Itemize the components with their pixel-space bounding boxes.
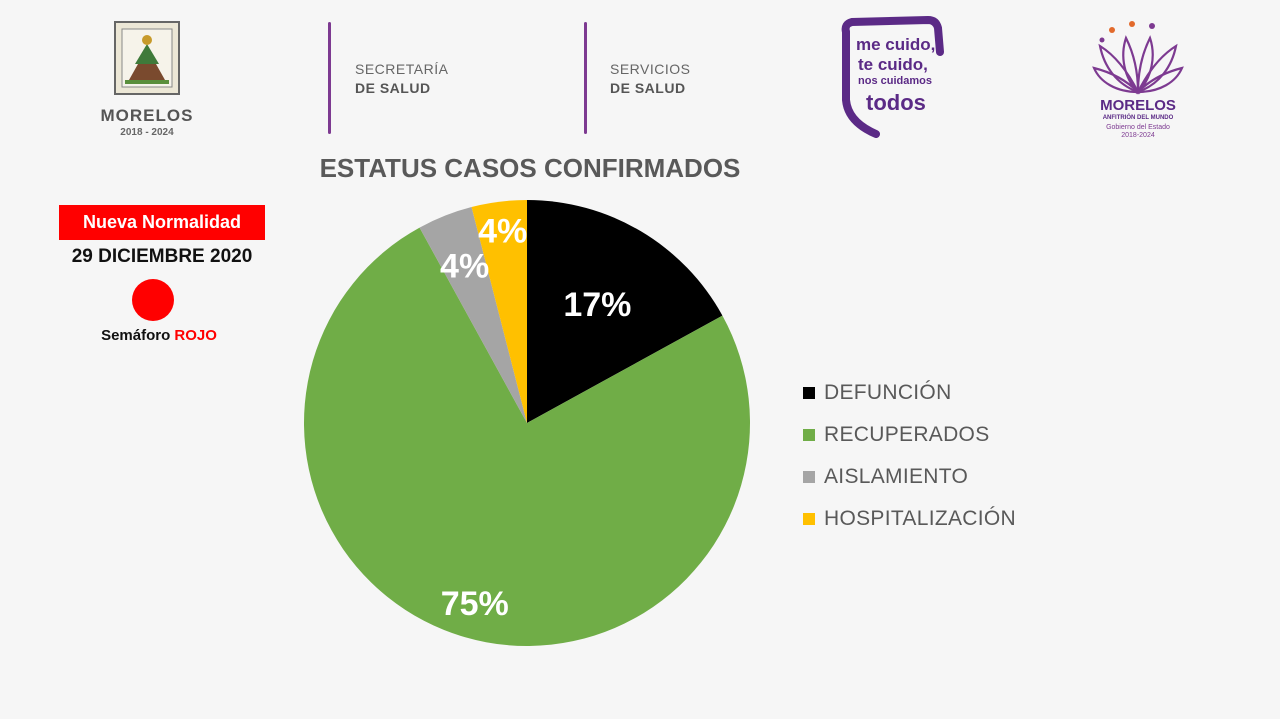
- traffic-light-status: ROJO: [174, 327, 217, 344]
- legend-swatch: [803, 429, 815, 441]
- pie-chart: 17% 75% 4%4%: [304, 200, 750, 646]
- pie-data-label-hospitalizacion: 4%: [478, 213, 527, 251]
- gov-logo-sub1: Gobierno del Estado: [1106, 124, 1170, 131]
- campaign-line3: nos cuidamos: [858, 75, 932, 87]
- legend-label: RECUPERADOS: [824, 423, 990, 446]
- header-divider: [584, 22, 587, 134]
- morelos-seal-icon: [114, 21, 180, 95]
- campaign-line4: todos: [866, 90, 926, 115]
- morelos-state-logo: MORELOS 2018 - 2024: [92, 18, 202, 138]
- gov-logo-tagline: ANFITRIÓN DEL MUNDO: [1103, 113, 1174, 121]
- traffic-light-prefix: Semáforo: [101, 327, 175, 344]
- dept1-line2: DE SALUD: [355, 80, 431, 96]
- traffic-light-red-icon: [132, 279, 174, 321]
- report-date: 29 DICIEMBRE 2020: [71, 246, 253, 267]
- legend-item-defuncion: DEFUNCIÓN: [803, 372, 1016, 414]
- dept1-line1: SECRETARÍA: [355, 61, 449, 77]
- campaign-line1: me cuido,: [856, 35, 935, 54]
- dept2-line1: SERVICIOS: [610, 61, 691, 77]
- header-divider: [328, 22, 331, 134]
- legend-label: DEFUNCIÓN: [824, 381, 952, 404]
- legend-label: AISLAMIENTO: [824, 465, 969, 488]
- gov-logo-name: MORELOS: [1100, 97, 1176, 114]
- traffic-light-label: Semáforo ROJO: [40, 327, 278, 344]
- state-logo-name: MORELOS: [100, 106, 194, 125]
- pie-data-label-aislamiento: 4%: [440, 247, 489, 285]
- legend-item-aislamiento: AISLAMIENTO: [803, 456, 1016, 498]
- legend-swatch: [803, 471, 815, 483]
- legend-swatch: [803, 513, 815, 525]
- legend-item-hospitalizacion: HOSPITALIZACIÓN: [803, 498, 1016, 540]
- legend-label: HOSPITALIZACIÓN: [824, 507, 1016, 530]
- morelos-gobierno-logo: MORELOS ANFITRIÓN DEL MUNDO Gobierno del…: [1092, 21, 1184, 139]
- state-logo-years: 2018 - 2024: [120, 127, 174, 138]
- nueva-normalidad-badge: Nueva Normalidad: [59, 205, 265, 240]
- pie-slice-defuncion: [527, 200, 723, 423]
- me-cuido-campaign-logo: me cuido, te cuido, nos cuidamos todos: [841, 16, 944, 138]
- pie-slice-aislamiento: [419, 207, 527, 423]
- pie-slice-recuperados: [304, 227, 750, 646]
- pie-data-label-recuperados: 75%: [441, 585, 509, 623]
- chart-legend: DEFUNCIÓN RECUPERADOS AISLAMIENTO HOSPITALI…: [803, 372, 1016, 540]
- pie-slice-hospitalizacion: [471, 200, 527, 423]
- secretaria-de-salud-logo: SECRETARÍA DE SALUD: [355, 60, 448, 98]
- servicios-de-salud-logo: SERVICIOS DE SALUD: [610, 60, 691, 98]
- gov-logo-sub2: 2018-2024: [1121, 132, 1155, 139]
- dept2-line2: DE SALUD: [610, 80, 686, 96]
- chart-title: ESTATUS CASOS CONFIRMADOS: [319, 153, 741, 183]
- pie-data-label-defuncion: 17%: [563, 286, 631, 324]
- campaign-line2: te cuido,: [858, 55, 928, 74]
- legend-swatch: [803, 387, 815, 399]
- legend-item-recuperados: RECUPERADOS: [803, 414, 1016, 456]
